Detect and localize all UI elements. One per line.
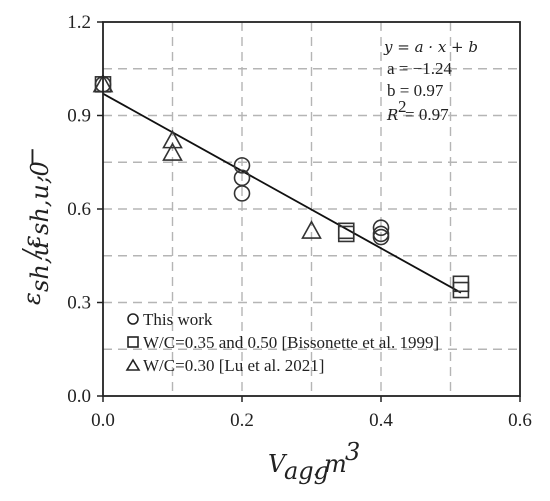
legend-marker-square bbox=[127, 336, 139, 348]
svg-text:ε: ε bbox=[18, 235, 46, 248]
plot-frame bbox=[102, 21, 521, 397]
grid bbox=[103, 22, 520, 396]
point-triangle bbox=[162, 142, 183, 161]
point-circle bbox=[233, 185, 251, 202]
point-triangle bbox=[301, 220, 322, 239]
svg-text:/: / bbox=[18, 247, 46, 260]
point-circle bbox=[372, 228, 390, 246]
annotation-r2-value: = 0.97 bbox=[405, 105, 449, 124]
legend-item-bissonette: W/C=0.35 and 0.50 [Bissonette et al. 199… bbox=[127, 333, 439, 352]
point-square bbox=[452, 275, 470, 293]
point-circle bbox=[372, 219, 390, 236]
y-tick-label: 0.0 bbox=[67, 386, 91, 407]
x-tick-label: 0.6 bbox=[508, 410, 532, 431]
y-tick-label: 0.6 bbox=[67, 199, 91, 220]
y-axis-label: ε sh,u / ε sh,u,0 , − bbox=[18, 147, 54, 305]
fit-line-group bbox=[102, 92, 462, 294]
svg-text:R: R bbox=[386, 106, 398, 124]
legend: This work W/C=0.35 and 0.50 [Bissonette … bbox=[125, 310, 439, 375]
svg-text:3: 3 bbox=[345, 438, 360, 466]
annotation-r2: R 2 = 0.97 bbox=[386, 97, 449, 124]
svg-text:sh,u: sh,u bbox=[26, 241, 54, 292]
annotation-b: b = 0.97 bbox=[387, 81, 444, 100]
point-square bbox=[337, 222, 355, 240]
svg-text:V: V bbox=[268, 450, 288, 478]
svg-text:agg: agg bbox=[284, 457, 329, 485]
y-tick-label: 0.3 bbox=[67, 293, 91, 314]
legend-label-this-work: This work bbox=[143, 310, 213, 329]
x-tick-label: 0.0 bbox=[91, 410, 115, 431]
svg-text:sh,u,0: sh,u,0 bbox=[26, 161, 54, 235]
x-tick-label: 0.2 bbox=[230, 410, 254, 431]
legend-item-lu: W/C=0.30 [Lu et al. 2021] bbox=[125, 356, 324, 375]
legend-marker-triangle bbox=[125, 358, 141, 371]
x-axis-label: V agg , m 3 bbox=[268, 438, 360, 485]
svg-text:m: m bbox=[324, 450, 347, 478]
svg-text:2: 2 bbox=[398, 97, 407, 116]
svg-text:ε: ε bbox=[18, 292, 46, 305]
legend-label-lu: W/C=0.30 [Lu et al. 2021] bbox=[143, 356, 324, 375]
y-tick-label: 0.9 bbox=[67, 106, 91, 127]
legend-marker-circle bbox=[127, 313, 139, 325]
svg-text:,: , bbox=[314, 450, 322, 478]
annotation-a: a = −1.24 bbox=[387, 59, 452, 78]
x-tick-label: 0.4 bbox=[369, 410, 393, 431]
legend-item-this-work: This work bbox=[127, 310, 213, 329]
annotation-equation: y = a · x + b bbox=[383, 38, 478, 56]
point-circle bbox=[233, 157, 251, 174]
y-tick-label: 1.2 bbox=[67, 12, 91, 33]
axis-ticks: 0.0 0.2 0.4 0.6 0.0 0.3 0.6 0.9 1.2 bbox=[67, 12, 532, 431]
fit-annotation: y = a · x + b a = −1.24 b = 0.97 R 2 = 0… bbox=[383, 38, 478, 124]
svg-text:, −: , − bbox=[18, 147, 46, 182]
fit-line bbox=[102, 92, 462, 294]
point-triangle bbox=[162, 129, 183, 149]
legend-label-bissonette: W/C=0.35 and 0.50 [Bissonette et al. 199… bbox=[143, 333, 439, 352]
